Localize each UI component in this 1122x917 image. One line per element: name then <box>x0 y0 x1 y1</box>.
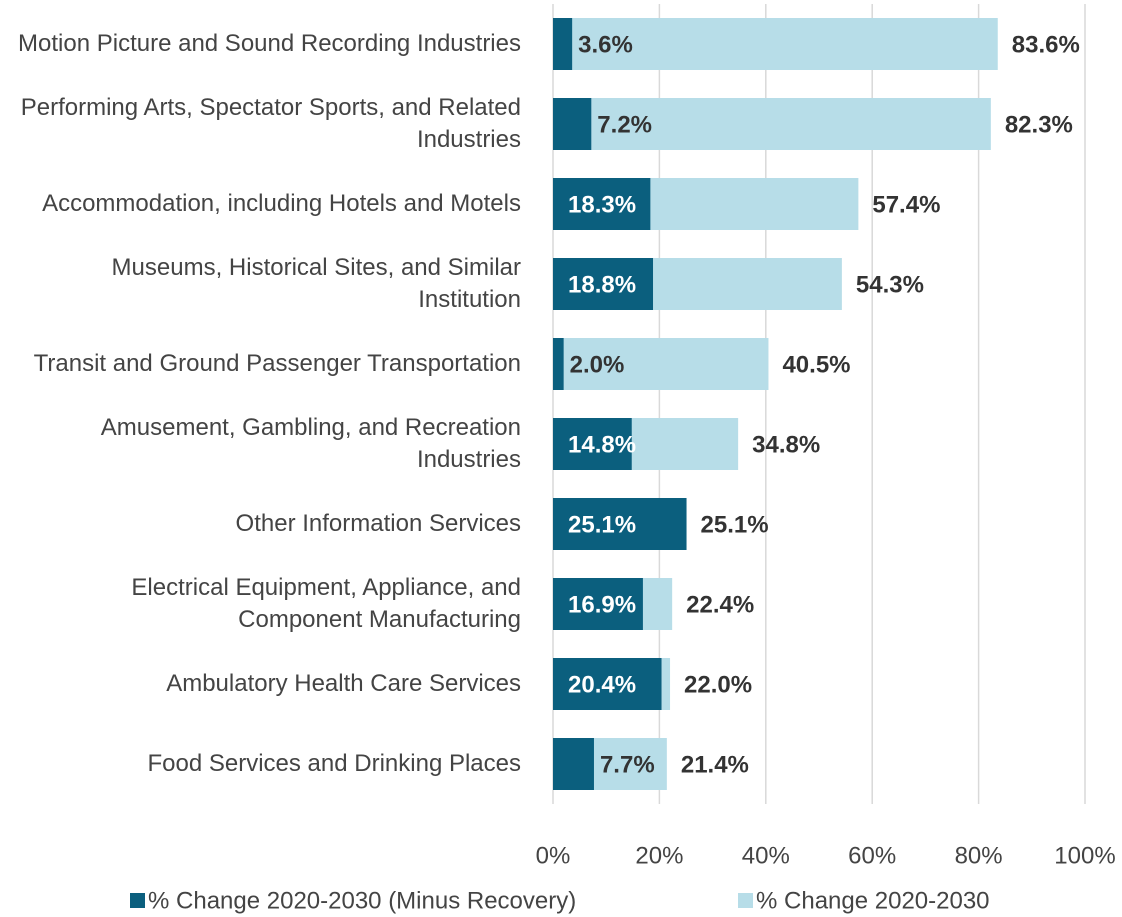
y-tick-label: Motion Picture and Sound Recording Indus… <box>18 30 521 57</box>
y-tick-label: Ambulatory Health Care Services <box>166 670 521 697</box>
data-label: 57.4% <box>872 191 940 218</box>
data-label: 22.0% <box>684 671 752 698</box>
bar <box>553 258 654 310</box>
legend-swatch <box>738 893 753 908</box>
data-label: 14.8% <box>568 431 636 458</box>
bar <box>553 18 998 70</box>
data-label: 40.5% <box>782 351 850 378</box>
x-tick-label: 0% <box>536 842 571 869</box>
data-label: 54.3% <box>856 271 924 298</box>
bar <box>553 98 991 150</box>
bar <box>553 738 594 790</box>
bar <box>553 178 651 230</box>
data-label: 22.4% <box>686 591 754 618</box>
legend-swatch <box>130 893 145 908</box>
data-label: 83.6% <box>1012 31 1080 58</box>
data-label: 16.9% <box>568 591 636 618</box>
y-tick-label: Performing Arts, Spectator Sports, and R… <box>20 94 521 153</box>
data-label: 82.3% <box>1005 111 1073 138</box>
y-tick-label: Other Information Services <box>235 510 521 537</box>
data-label: 7.2% <box>597 111 652 138</box>
bar <box>553 338 564 390</box>
data-label: 2.0% <box>570 351 625 378</box>
legend-label: % Change 2020-2030 (Minus Recovery) <box>148 887 576 914</box>
y-tick-label: Accommodation, including Hotels and Mote… <box>42 190 521 217</box>
bar <box>553 18 573 70</box>
bar <box>553 498 687 550</box>
x-tick-label: 20% <box>635 842 683 869</box>
y-tick-label: Museums, Historical Sites, and Similar I… <box>111 254 521 313</box>
bar <box>553 658 662 710</box>
data-label: 25.1% <box>701 511 769 538</box>
data-label: 20.4% <box>568 671 636 698</box>
data-label: 34.8% <box>752 431 820 458</box>
data-label: 18.3% <box>568 191 636 218</box>
x-tick-label: 100% <box>1054 842 1115 869</box>
bar <box>553 98 592 150</box>
x-tick-label: 40% <box>742 842 790 869</box>
x-tick-label: 80% <box>955 842 1003 869</box>
data-label: 18.8% <box>568 271 636 298</box>
data-label: 3.6% <box>578 31 633 58</box>
bar <box>553 338 769 390</box>
data-label: 21.4% <box>681 751 749 778</box>
y-tick-label: Amusement, Gambling, and Recreation Indu… <box>100 414 521 473</box>
bar <box>553 418 632 470</box>
y-tick-label: Food Services and Drinking Places <box>147 750 521 777</box>
data-label: 7.7% <box>600 751 655 778</box>
x-tick-label: 60% <box>848 842 896 869</box>
y-tick-label: Transit and Ground Passenger Transportat… <box>33 350 521 377</box>
y-tick-label: Electrical Equipment, Appliance, and Com… <box>131 574 521 633</box>
bar <box>553 578 643 630</box>
data-label: 25.1% <box>568 511 636 538</box>
legend-label: % Change 2020-2030 <box>756 887 990 914</box>
